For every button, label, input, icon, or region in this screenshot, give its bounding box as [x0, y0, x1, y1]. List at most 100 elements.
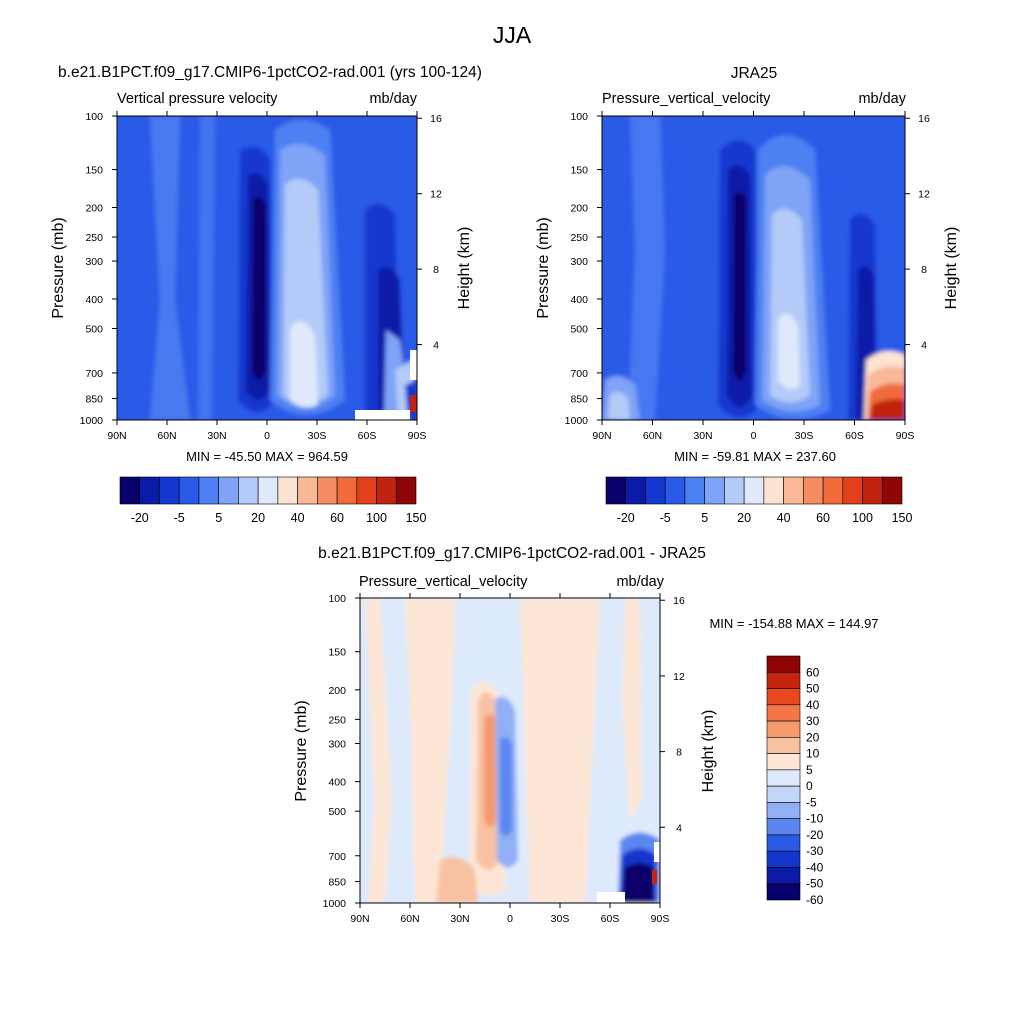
colorbar-label: 150: [892, 511, 913, 525]
colorbar-box: [766, 818, 801, 836]
y-tick-label: 200: [85, 203, 103, 215]
colorbar-label: 5: [215, 511, 222, 525]
height-tick-label: 12: [430, 189, 442, 201]
right-axis-label: Height (km): [456, 227, 473, 310]
axis-ticks: 90N 60N 30N 0 30S 60S 90S 100 150 200 250 300 400 500…: [80, 111, 442, 442]
colorbar-box: [766, 671, 801, 689]
colorbar-box: [763, 476, 784, 505]
y-tick-label: 150: [328, 647, 346, 659]
colorbar-label: 40: [291, 511, 305, 525]
x-tick-label: 30N: [450, 913, 469, 925]
contour-field: [602, 116, 905, 420]
colorbar-box: [881, 476, 903, 505]
colorbar-box: [842, 476, 863, 505]
colorbar-label: 100: [852, 511, 873, 525]
colorbar-label: 20: [251, 511, 265, 525]
colorbar-box: [218, 476, 239, 505]
colorbar-label: -40: [806, 860, 824, 874]
colorbar-label: -5: [174, 511, 185, 525]
panel-difference: b.e21.B1PCT.f09_g17.CMIP6-1pctCO2-rad.00…: [293, 545, 879, 925]
height-tick-label: 4: [921, 340, 927, 352]
colorbar-box: [766, 785, 801, 803]
colorbar-label: -20: [617, 511, 635, 525]
y-axis-label: Pressure (mb): [535, 217, 552, 318]
colorbar-box: [766, 737, 801, 754]
colorbar-box: [743, 476, 765, 505]
colorbar-box: [198, 476, 219, 505]
colorbar-label: -20: [131, 511, 149, 525]
colorbar-label: -5: [660, 511, 671, 525]
colorbar-box: [766, 769, 801, 787]
colorbar-label: 20: [737, 511, 751, 525]
colorbar-label: 40: [806, 698, 820, 712]
colorbar-box: [376, 476, 397, 505]
y-tick-label: 500: [85, 323, 103, 335]
y-tick-label: 250: [85, 232, 103, 244]
colorbar-label: 5: [806, 763, 813, 777]
colorbar-label: 5: [701, 511, 708, 525]
y-tick-label: 250: [570, 232, 588, 244]
y-tick-label: 150: [570, 165, 588, 177]
variable-label: Vertical pressure velocity: [117, 91, 278, 107]
colorbar: -20 -5 5 20 40 60 100 150: [605, 476, 913, 525]
x-tick-label: 90S: [651, 913, 670, 925]
colorbar-box: [766, 753, 801, 771]
colorbar-label: 60: [816, 511, 830, 525]
height-tick-label: 16: [673, 595, 685, 607]
y-tick-label: 500: [570, 323, 588, 335]
axis-ticks: 90N 60N 30N 0 30S 60S 90S 100 150 200 250 300 400 500…: [565, 111, 930, 442]
right-axis-label: Height (km): [943, 227, 960, 310]
colorbar-box: [645, 476, 666, 505]
x-tick-label: 30N: [207, 430, 226, 442]
colorbar-box: [766, 850, 801, 868]
x-tick-label: 60N: [157, 430, 176, 442]
y-tick-label: 700: [328, 851, 346, 863]
figure-title: JJA: [493, 22, 532, 48]
y-tick-label: 850: [570, 394, 588, 406]
y-tick-label: 200: [328, 685, 346, 697]
colorbar-label: -10: [806, 812, 824, 826]
colorbar-box: [664, 476, 686, 505]
x-tick-label: 60S: [358, 430, 377, 442]
colorbar-label: 10: [806, 747, 820, 761]
y-tick-label: 150: [85, 165, 103, 177]
colorbar-label: 60: [330, 511, 344, 525]
panel-title: JRA25: [731, 65, 778, 82]
y-tick-label: 1000: [565, 415, 589, 427]
height-tick-label: 12: [673, 671, 685, 683]
colorbar-box: [684, 476, 705, 505]
y-tick-label: 300: [328, 739, 346, 751]
x-tick-label: 90N: [107, 430, 126, 442]
colorbar-box: [238, 476, 259, 505]
colorbar-box: [257, 476, 279, 505]
colorbar-box: [822, 476, 844, 505]
colorbar-box: [317, 476, 338, 505]
colorbar-box: [159, 476, 180, 505]
x-tick-label: 60N: [400, 913, 419, 925]
colorbar-box: [178, 476, 200, 505]
colorbar-box: [605, 476, 627, 505]
colorbar-label: 150: [406, 511, 427, 525]
colorbar-box: [625, 476, 646, 505]
colorbar-box: [336, 476, 358, 505]
min-max-label: MIN = -154.88 MAX = 144.97: [709, 616, 878, 631]
units-label: mb/day: [616, 574, 664, 590]
y-tick-label: 1000: [80, 415, 104, 427]
colorbar-box: [766, 720, 801, 738]
y-axis-label: Pressure (mb): [293, 700, 310, 801]
contour-field: [360, 598, 660, 903]
colorbar-label: 30: [806, 714, 820, 728]
height-tick-label: 8: [676, 747, 682, 759]
y-tick-label: 400: [328, 777, 346, 789]
units-label: mb/day: [858, 91, 906, 107]
x-tick-label: 30S: [308, 430, 327, 442]
colorbar-label: 60: [806, 665, 820, 679]
colorbar: -20 -5 5 20 40 60 100 150: [119, 476, 427, 525]
y-tick-label: 850: [328, 876, 346, 888]
colorbar-box: [783, 476, 804, 505]
height-tick-label: 8: [921, 264, 927, 276]
x-tick-label: 60N: [643, 430, 662, 442]
panel-title: b.e21.B1PCT.f09_g17.CMIP6-1pctCO2-rad.00…: [58, 64, 482, 81]
colorbar-label: -5: [806, 795, 817, 809]
